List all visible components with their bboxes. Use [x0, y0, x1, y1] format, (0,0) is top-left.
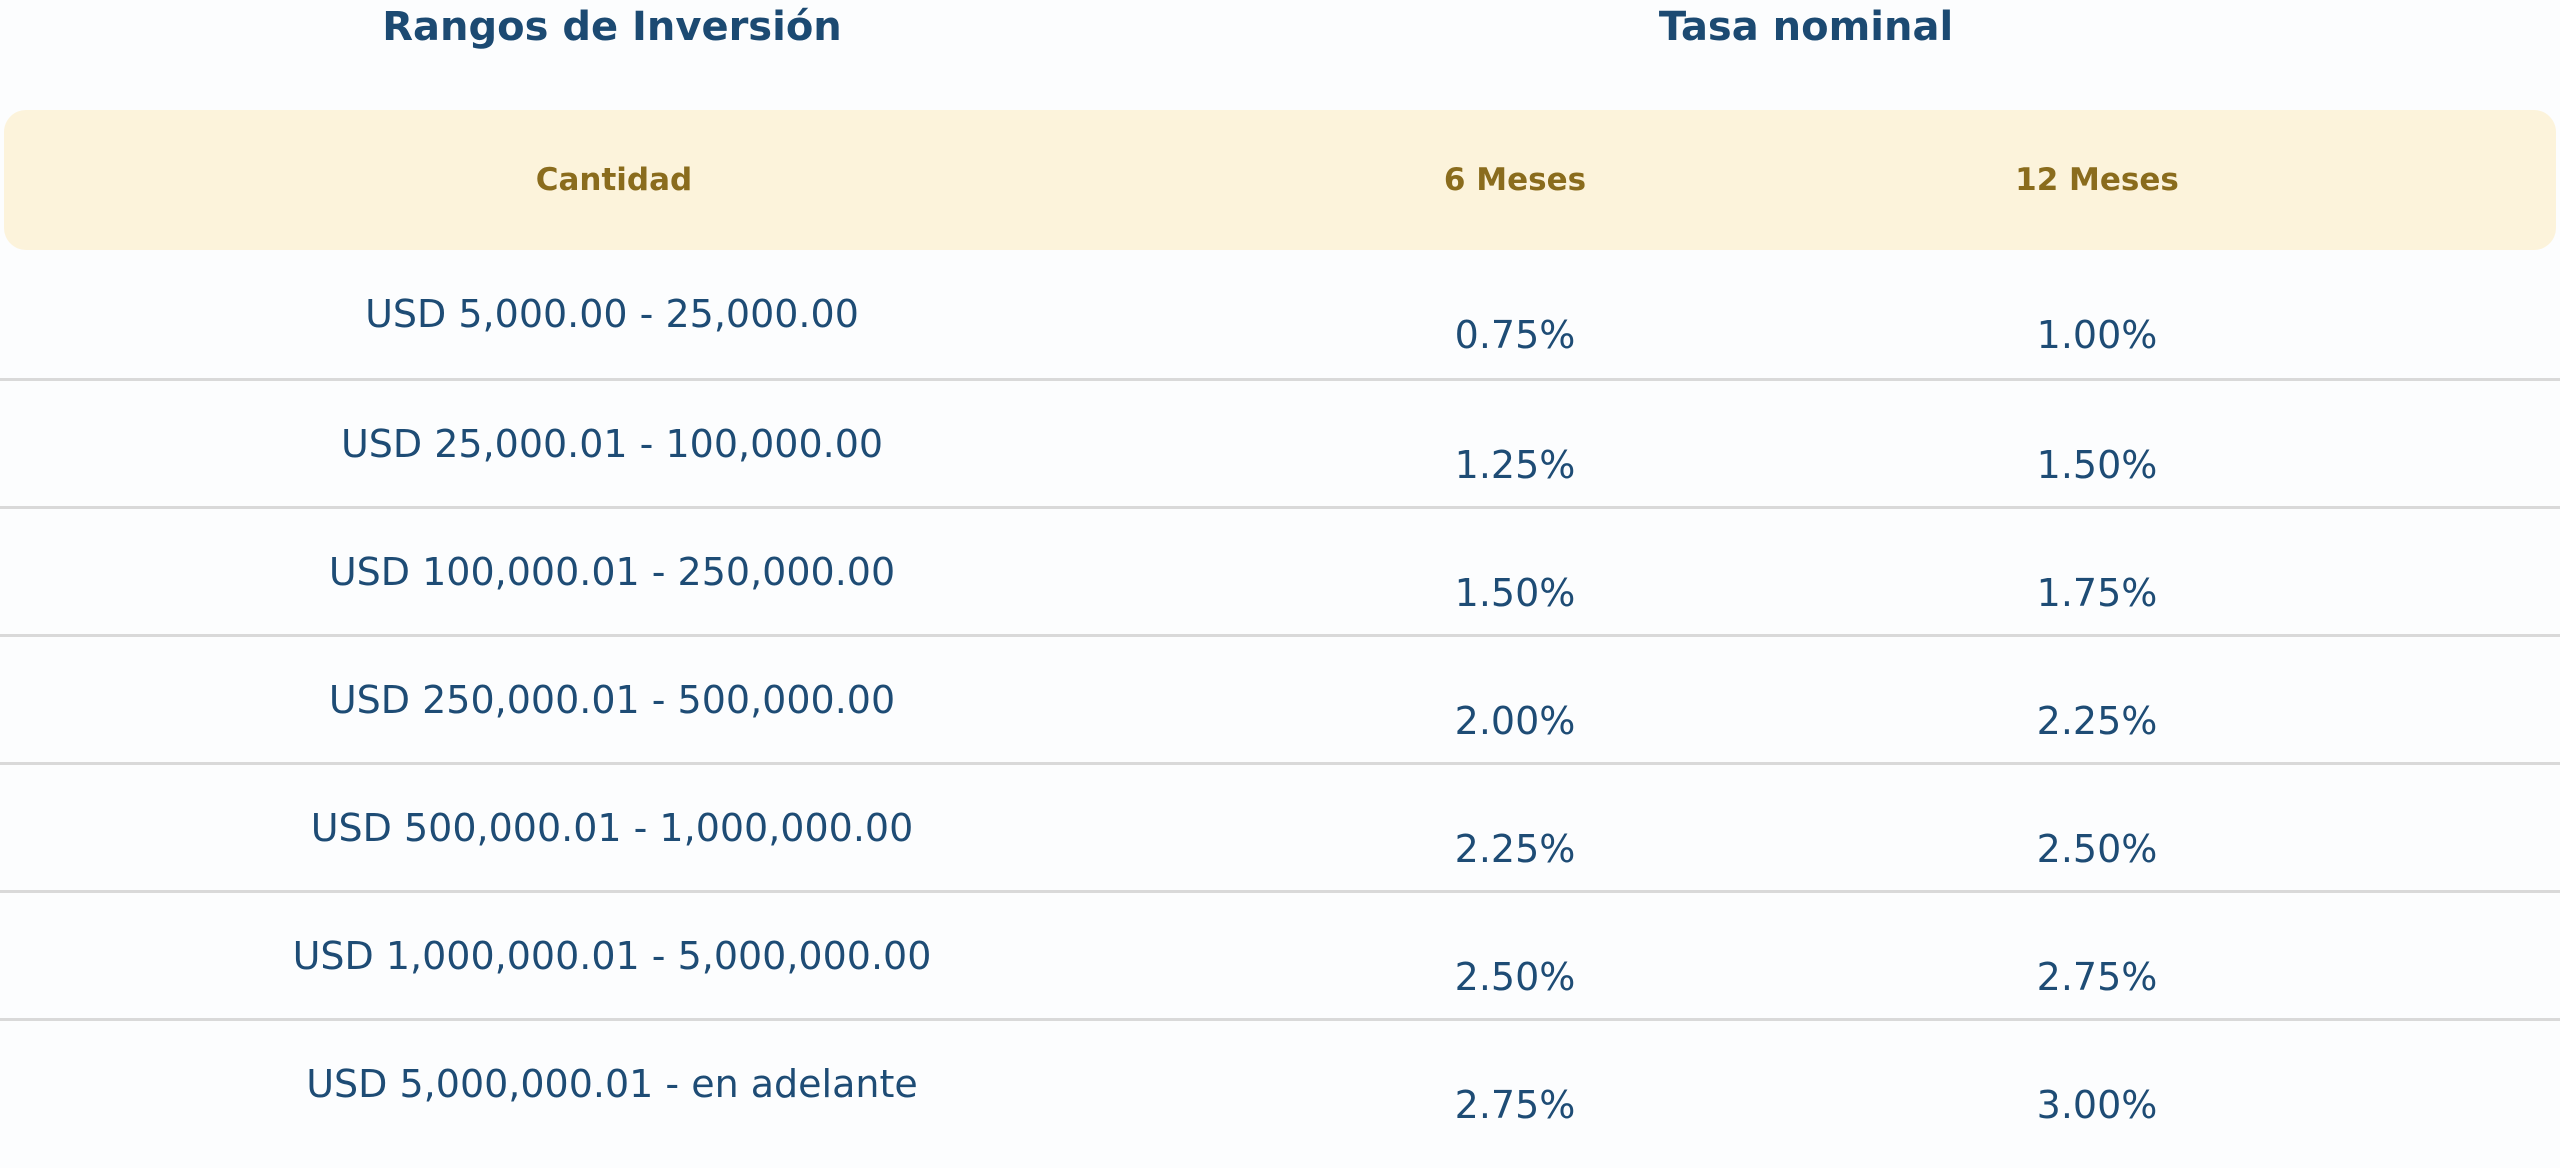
rate-12m: 1.50%: [2036, 442, 2158, 487]
investment-range: USD 250,000.01 - 500,000.00: [328, 677, 896, 722]
table-row: USD 5,000.00 - 25,000.00 0.75% 1.00%: [0, 250, 2560, 378]
ranges-header-cell: Rangos de Inversión: [0, 0, 1224, 110]
investment-range: USD 5,000,000.01 - en adelante: [306, 1061, 918, 1106]
investment-range: USD 1,000,000.01 - 5,000,000.00: [292, 933, 932, 978]
rate-12m: 1.00%: [2036, 313, 2158, 357]
investment-range: USD 5,000.00 - 25,000.00: [365, 292, 859, 336]
column-header-6-months: 6 Meses: [1443, 162, 1587, 198]
rate-12m: 2.25%: [2036, 698, 2158, 743]
column-header-amount: Cantidad: [535, 162, 693, 198]
ranges-title: Rangos de Inversión: [382, 4, 842, 50]
rate-12m: 2.50%: [2036, 826, 2158, 871]
table-row: USD 100,000.01 - 250,000.00 1.50% 1.75%: [0, 506, 2560, 634]
table-row: USD 25,000.01 - 100,000.00 1.25% 1.50%: [0, 378, 2560, 506]
rate-header-cell: Tasa nominal: [1224, 0, 2388, 110]
rate-12m: 2.75%: [2036, 954, 2158, 999]
rate-title: Tasa nominal: [1658, 4, 1954, 50]
subheader-band: Cantidad 6 Meses 12 Meses: [4, 110, 2556, 250]
column-header-spacer: [2388, 110, 2556, 250]
table-row: USD 5,000,000.01 - en adelante 2.75% 3.0…: [0, 1018, 2560, 1146]
table-row: USD 500,000.01 - 1,000,000.00 2.25% 2.50…: [0, 762, 2560, 890]
table-row: USD 250,000.01 - 500,000.00 2.00% 2.25%: [0, 634, 2560, 762]
rate-6m: 2.00%: [1454, 698, 1576, 743]
table-row: USD 1,000,000.01 - 5,000,000.00 2.50% 2.…: [0, 890, 2560, 1018]
rate-12m: 1.75%: [2036, 570, 2158, 615]
rate-6m: 2.25%: [1454, 826, 1576, 871]
rate-6m: 1.25%: [1454, 442, 1576, 487]
investment-range: USD 500,000.01 - 1,000,000.00: [310, 805, 914, 850]
rate-6m: 0.75%: [1454, 313, 1576, 357]
investment-range: USD 100,000.01 - 250,000.00: [328, 549, 896, 594]
table-header-row: Rangos de Inversión Tasa nominal: [0, 0, 2560, 110]
column-header-12-months: 12 Meses: [2015, 162, 2179, 198]
rate-12m: 3.00%: [2036, 1082, 2158, 1127]
rate-6m: 2.50%: [1454, 954, 1576, 999]
rate-6m: 1.50%: [1454, 570, 1576, 615]
table-body: USD 5,000.00 - 25,000.00 0.75% 1.00% USD…: [0, 250, 2560, 1146]
rate-6m: 2.75%: [1454, 1082, 1576, 1127]
investment-range: USD 25,000.01 - 100,000.00: [340, 421, 884, 466]
